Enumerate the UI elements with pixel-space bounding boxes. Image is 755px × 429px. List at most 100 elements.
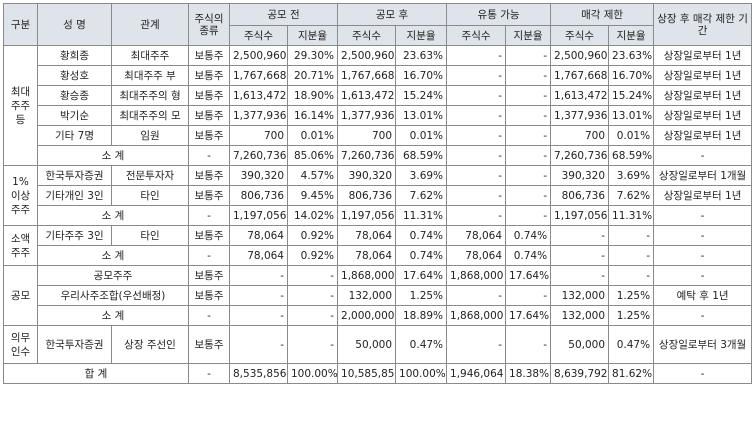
cell-rest-shares: 1,613,472 xyxy=(550,85,610,106)
table-row: 우리사주조합(우선배정) 보통주 - - 132,000 1.25% - - 1… xyxy=(4,285,753,306)
cell-post-ratio: 13.01% xyxy=(395,105,448,126)
cell-relation: 임원 xyxy=(111,125,189,146)
cell-post-shares: 1,767,668 xyxy=(337,65,397,86)
cell-trade-ratio: - xyxy=(505,65,552,86)
cell-post-shares: 1,613,472 xyxy=(337,85,397,106)
cell-type: 보통주 xyxy=(188,325,230,364)
cell-trade-shares: - xyxy=(446,145,507,166)
cell-rest-shares: - xyxy=(550,225,610,246)
cell-pre-shares: - xyxy=(229,265,288,286)
cell-rest-shares: 8,639,792 xyxy=(550,363,610,384)
cell-period: - xyxy=(653,225,753,246)
cell-trade-shares: 1,868,000 xyxy=(446,265,507,286)
cell-name: 소 계 xyxy=(37,205,189,226)
subtotal-row: 소 계 - 1,197,056 14.02% 1,197,056 11.31% … xyxy=(4,205,753,226)
cell-rest-ratio: - xyxy=(608,245,655,266)
cell-period: 상장일로부터 1년 xyxy=(653,185,753,206)
cell-type: 보통주 xyxy=(188,85,230,106)
cell-trade-shares: - xyxy=(446,165,507,186)
cell-name: 황성호 xyxy=(37,65,112,86)
cell-name: 한국투자증권 xyxy=(37,325,112,364)
total-row: 합 계 - 8,535,856 100.00% 10,585,856 100.0… xyxy=(3,363,753,384)
cell-trade-ratio: - xyxy=(505,45,552,66)
cell-type: 보통주 xyxy=(188,125,230,146)
table-row: 최대 주주 등 황희종 최대주주 보통주 2,500,960 29.30% 2,… xyxy=(3,45,753,166)
cell-pre-ratio: 16.14% xyxy=(286,105,339,126)
header-shares: 주식수 xyxy=(337,25,397,46)
cell-post-ratio: 68.59% xyxy=(395,145,448,166)
cell-trade-shares: - xyxy=(446,285,507,306)
cell-post-shares: 2,000,000 xyxy=(337,305,397,326)
cell-period: 상장일로부터 1개월 xyxy=(653,165,753,186)
cell-post-shares: 78,064 xyxy=(337,245,397,266)
cell-period: - xyxy=(653,205,753,226)
cell-rest-shares: 1,767,668 xyxy=(550,65,610,86)
group-label: 공모 xyxy=(3,265,38,326)
table-row: 공모 공모주주 보통주 - - 1,868,000 17.64% 1,868,0… xyxy=(3,265,753,326)
cell-pre-shares: 1,197,056 xyxy=(229,205,288,226)
header-restriction-period: 상장 후 매각 제한 기간 xyxy=(653,3,753,46)
group-label: 의무 인수 xyxy=(3,325,38,364)
cell-pre-ratio: 0.01% xyxy=(286,125,339,146)
header-relation: 관계 xyxy=(111,3,189,46)
cell-post-shares: 50,000 xyxy=(337,325,397,364)
cell-rest-ratio: 1.25% xyxy=(608,285,655,306)
cell-pre-shares: 2,500,960 xyxy=(229,45,288,66)
cell-post-ratio: 11.31% xyxy=(395,205,448,226)
header-category: 구분 xyxy=(3,3,38,46)
cell-rest-ratio: 1.25% xyxy=(608,305,655,326)
header-shares: 주식수 xyxy=(229,25,288,46)
cell-name: 공모주주 xyxy=(37,265,189,286)
cell-name: 소 계 xyxy=(37,245,189,266)
cell-rest-ratio: - xyxy=(608,265,655,286)
cell-trade-ratio: - xyxy=(505,185,552,206)
table-row: 소액 주주 기타주주 3인 타인 보통주 78,064 0.92% 78,064… xyxy=(3,225,753,266)
cell-post-shares: 78,064 xyxy=(337,225,397,246)
cell-pre-ratio: 14.02% xyxy=(286,205,339,226)
cell-name: 기타개인 3인 xyxy=(37,185,112,206)
cell-trade-ratio: 18.38% xyxy=(505,363,552,384)
cell-post-ratio: 100.00% xyxy=(395,363,448,384)
cell-type: 보통주 xyxy=(188,225,230,246)
cell-pre-shares: 390,320 xyxy=(229,165,288,186)
cell-period: 상장일로부터 1년 xyxy=(653,125,753,146)
subtotal-row: 소 계 - 7,260,736 85.06% 7,260,736 68.59% … xyxy=(4,145,753,166)
header-shares: 주식수 xyxy=(550,25,610,46)
cell-pre-ratio: 85.06% xyxy=(286,145,339,166)
cell-rest-ratio: 3.69% xyxy=(608,165,655,186)
header-ratio: 지분율 xyxy=(286,25,339,46)
cell-type: - xyxy=(188,205,230,226)
cell-post-ratio: 23.63% xyxy=(395,45,448,66)
cell-rest-ratio: 13.01% xyxy=(608,105,655,126)
cell-trade-shares: - xyxy=(446,205,507,226)
cell-trade-shares: - xyxy=(446,185,507,206)
subtotal-row: 소 계 - 78,064 0.92% 78,064 0.74% 78,064 0… xyxy=(4,245,753,266)
cell-period: - xyxy=(653,145,753,166)
cell-relation: 전문투자자 xyxy=(111,165,189,186)
cell-type: - xyxy=(188,145,230,166)
cell-rest-shares: 2,500,960 xyxy=(550,45,610,66)
table-row: 박기순 최대주주의 모 보통주 1,377,936 16.14% 1,377,9… xyxy=(4,105,753,126)
cell-rest-ratio: 0.01% xyxy=(608,125,655,146)
cell-trade-ratio: - xyxy=(505,85,552,106)
cell-trade-shares: 1,946,064 xyxy=(446,363,507,384)
cell-name: 합 계 xyxy=(3,363,189,384)
cell-pre-ratio: 0.92% xyxy=(286,225,339,246)
cell-trade-ratio: 0.74% xyxy=(505,225,552,246)
cell-post-ratio: 7.62% xyxy=(395,185,448,206)
cell-post-ratio: 18.89% xyxy=(395,305,448,326)
cell-trade-ratio: - xyxy=(505,285,552,306)
cell-rest-shares: 132,000 xyxy=(550,305,610,326)
cell-pre-shares: - xyxy=(229,285,288,306)
cell-rest-shares: 806,736 xyxy=(550,185,610,206)
cell-trade-ratio: - xyxy=(505,205,552,226)
cell-trade-ratio: 17.64% xyxy=(505,265,552,286)
cell-pre-ratio: 0.92% xyxy=(286,245,339,266)
cell-post-shares: 1,197,056 xyxy=(337,205,397,226)
cell-type: 보통주 xyxy=(188,65,230,86)
header-pre-ipo: 공모 전 xyxy=(228,3,339,26)
cell-trade-shares: 78,064 xyxy=(446,245,507,266)
header-shares: 주식수 xyxy=(446,25,507,46)
cell-rest-ratio: 16.70% xyxy=(608,65,655,86)
cell-period: - xyxy=(653,245,753,266)
